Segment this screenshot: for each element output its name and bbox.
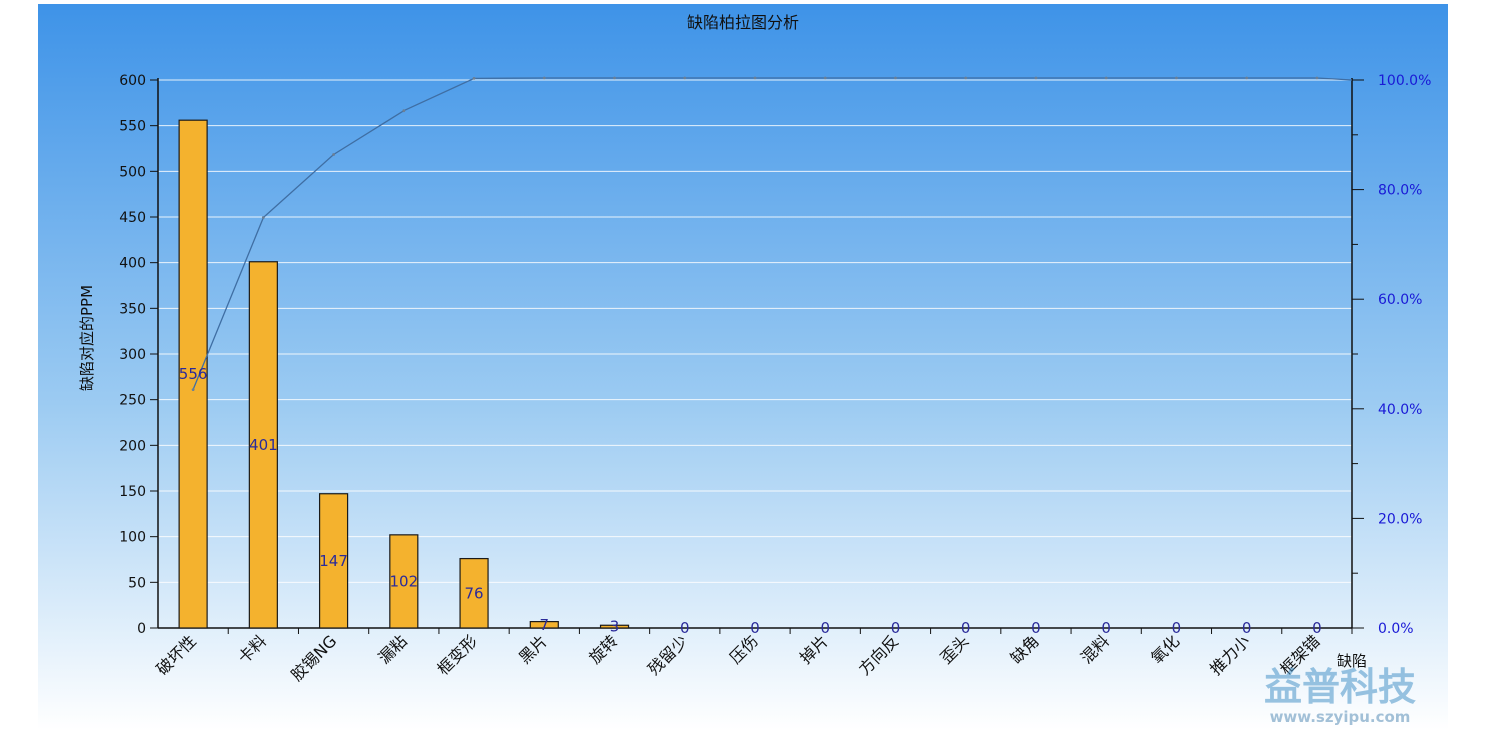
data-label: 0 <box>680 619 690 637</box>
cumulative-point <box>1315 76 1319 80</box>
x-axis-title: 缺陷 <box>1337 652 1367 670</box>
data-label: 556 <box>179 365 208 383</box>
data-label: 0 <box>1312 619 1322 637</box>
bar <box>178 119 208 629</box>
y-tick-label: 250 <box>119 393 146 409</box>
cumulative-line <box>191 76 1353 392</box>
data-label: 0 <box>1172 619 1182 637</box>
y-tick-label: 300 <box>119 347 146 363</box>
cumulative-point <box>1245 76 1249 80</box>
cumulative-point <box>964 76 968 80</box>
cumulative-point <box>894 76 897 80</box>
y2-tick-label: 40.0% <box>1378 402 1422 418</box>
y-tick-label: 50 <box>128 575 146 591</box>
data-label: 0 <box>1031 619 1041 637</box>
data-label: 0 <box>961 619 971 637</box>
y2-tick-label: 80.0% <box>1378 183 1422 199</box>
data-label: 147 <box>319 552 348 570</box>
bar <box>318 493 349 629</box>
y-tick-label: 550 <box>119 119 146 135</box>
y2-tick-label: 20.0% <box>1378 511 1422 527</box>
watermark-logo-text: 益普科技 <box>1264 665 1416 709</box>
data-label: 0 <box>750 619 760 637</box>
grid-lines <box>158 79 1352 583</box>
watermark-url: www.szyipu.com <box>1270 708 1411 726</box>
data-label: 0 <box>820 619 830 637</box>
data-label: 3 <box>610 618 620 636</box>
cumulative-point <box>1104 76 1108 80</box>
y-tick-label: 500 <box>119 164 146 180</box>
bar <box>599 624 630 629</box>
data-labels: 556 401 147 102 76 7 3 0 0 0 0 0 0 0 0 0 0 <box>179 365 1322 637</box>
cumulative-point <box>542 76 546 80</box>
bar <box>248 261 278 629</box>
y-tick-label: 400 <box>119 256 146 272</box>
y2-tick-label: 100.0% <box>1378 73 1431 89</box>
y2-tick-label: 60.0% <box>1378 292 1422 308</box>
data-label: 0 <box>1242 619 1252 637</box>
cumulative-point <box>472 76 476 80</box>
watermark-logo: 益普科技 www.szyipu.com <box>1264 665 1416 726</box>
y-tick-label: 600 <box>119 73 146 89</box>
cumulative-point <box>1034 76 1038 80</box>
y-tick-label: 450 <box>119 210 146 226</box>
cumulative-line-path <box>192 77 1353 390</box>
cumulative-point <box>1175 76 1178 80</box>
y2-tick-label: 0.0% <box>1378 621 1414 637</box>
bar <box>529 621 559 629</box>
cumulative-point <box>613 76 616 80</box>
y-tick-label: 100 <box>119 530 146 546</box>
cumulative-point <box>683 76 687 80</box>
bar <box>459 557 489 629</box>
cumulative-point <box>332 153 335 156</box>
data-label: 102 <box>390 572 419 590</box>
bars <box>178 119 630 629</box>
y-tick-label: 150 <box>119 484 146 500</box>
data-label: 401 <box>249 436 278 454</box>
chart-title: 缺陷柏拉图分析 <box>687 13 799 32</box>
data-label: 0 <box>891 619 901 637</box>
bar <box>389 534 419 629</box>
data-label: 7 <box>540 616 550 634</box>
data-label: 76 <box>465 584 484 602</box>
cumulative-point <box>402 109 406 113</box>
cumulative-point <box>191 388 195 392</box>
cumulative-point <box>753 76 757 80</box>
y-tick-label: 350 <box>119 301 146 317</box>
data-label: 0 <box>1101 619 1111 637</box>
y-tick-label: 0 <box>137 621 146 637</box>
cumulative-point <box>261 216 265 219</box>
y-tick-label: 200 <box>119 438 146 454</box>
y-axis-title: 缺陷对应的PPM <box>78 285 96 391</box>
cumulative-point <box>823 76 827 80</box>
